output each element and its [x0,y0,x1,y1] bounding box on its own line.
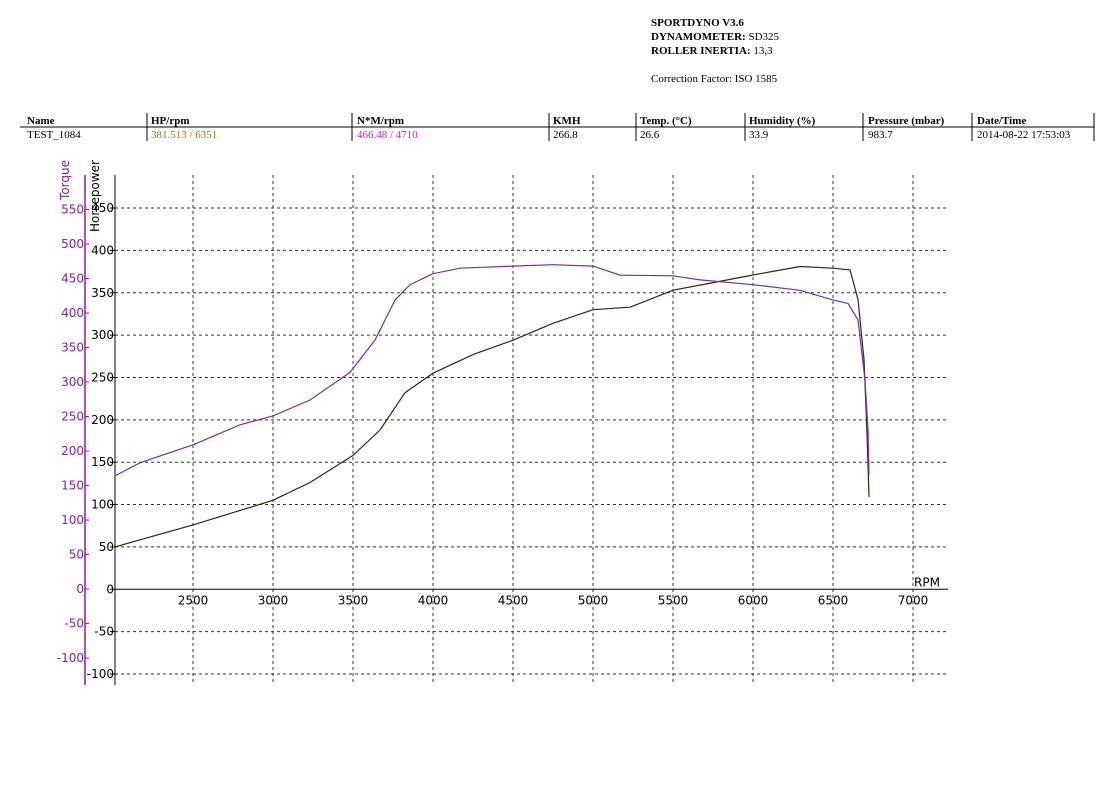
x-tick-label: 6000 [738,593,769,607]
column-header: Name [27,115,55,127]
x-axis-title: RPM [914,575,940,589]
dynamometer-line: DYNAMOMETER: SD325 [651,31,780,43]
y-tick-label: 50 [99,540,114,554]
y2-tick-label: 250 [61,410,84,424]
table-cell: 33.9 [749,129,769,141]
table-cell: 983.7 [868,129,893,141]
table-cell: 2014-08-22 17:53:03 [977,129,1071,141]
y-tick-label: 200 [91,413,114,427]
y2-tick-label: 450 [61,272,84,286]
column-header: Pressure (mbar) [868,115,945,127]
value: ISO 1585 [735,73,778,85]
column-header: HP/rpm [151,115,190,127]
label: DYNAMOMETER: [651,31,746,43]
table-cell: 26.6 [640,129,660,141]
x-tick-label: 7000 [898,593,929,607]
y2-tick-label: 50 [69,548,84,562]
info-table: Name HP/rpm N*M/rpm KMH Temp. (°C) Humidity (… [20,113,1095,141]
value: SD325 [748,31,779,43]
column-header: Temp. (°C) [640,115,692,127]
x-tick-label: 5500 [658,593,689,607]
y-tick-label: 250 [91,370,114,384]
y2-tick-label: 300 [61,375,84,389]
chart: -100 -50 0 50 100 150 200 250 300 350 400 450 -100 -5… [57,160,948,685]
y-tick-label: 100 [91,498,114,512]
y-tick-label: 350 [91,286,114,300]
column-header: N*M/rpm [357,115,404,127]
y2-tick-label: 100 [61,513,84,527]
x-tick-label: 4000 [418,593,449,607]
y2-tick-label: 350 [61,341,84,355]
y-tick-label: 300 [91,328,114,342]
x-tick-label: 3000 [258,593,289,607]
y2-tick-label: 400 [61,306,84,320]
y-tick-label: -100 [87,667,114,681]
inertia-line: ROLLER INERTIA: 13,3 [651,45,773,57]
y2-tick-label: 550 [61,203,84,217]
y-tick-label: -50 [94,625,114,639]
table-cell: 266.8 [553,129,578,141]
column-header: Humidity (%) [749,115,816,127]
software: SPORTDYNO V3.6 [651,17,744,29]
y2-tick-label: -50 [64,617,84,631]
series-line [114,264,870,477]
x-tick-label: 6500 [818,593,849,607]
y2-tick-label: 0 [76,582,84,596]
x-tick-label: 5000 [578,593,609,607]
y2-tick-label: 150 [61,479,84,493]
y-tick-label: 150 [91,455,114,469]
y2-tick-label: 200 [61,444,84,458]
table-cell: 466.48 / 4710 [357,129,418,141]
y2-tick-label: -100 [57,651,84,665]
y-tick-label: 450 [91,201,114,215]
table-cell: 381.513 / 6351 [151,129,217,141]
y-tick-label: 0 [106,582,114,596]
x-tick-label: 3500 [338,593,369,607]
column-header: KMH [553,115,581,127]
column-header: Date/Time [977,115,1026,127]
label: ROLLER INERTIA: [651,45,751,57]
correction-line: Correction Factor: ISO 1585 [651,73,778,85]
value: 13,3 [753,45,773,57]
y2-axis-title: Torque [58,160,72,201]
x-tick-label: 4500 [498,593,529,607]
y-tick-label: 400 [91,243,114,257]
y-axis-title: Horsepower [88,160,102,232]
y2-tick-label: 500 [61,237,84,251]
x-tick-label: 2500 [178,593,209,607]
table-cell: TEST_1084 [27,129,81,141]
label: Correction Factor: [651,73,732,85]
series-line [114,265,870,548]
